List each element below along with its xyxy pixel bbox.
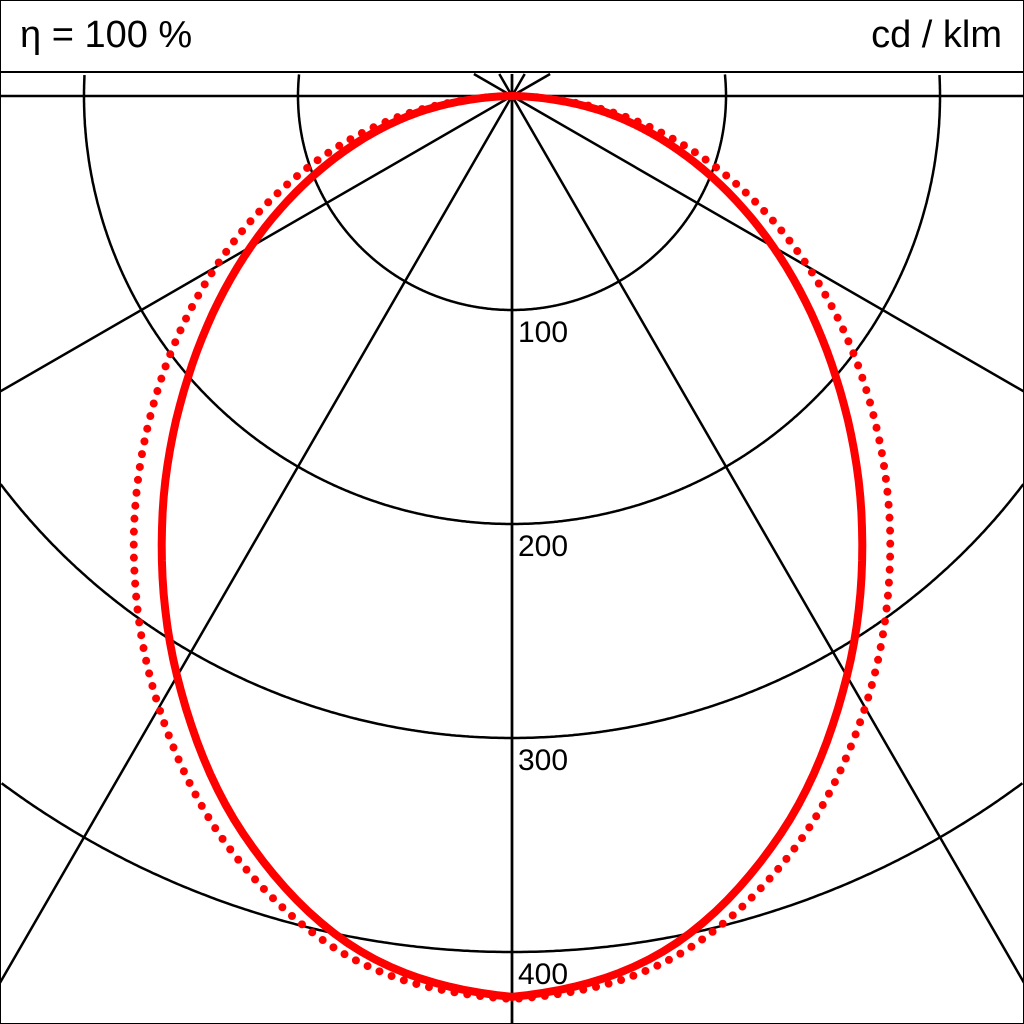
grid-circle-100 (296, 74, 512, 312)
grid-circle-100 (512, 74, 728, 312)
grid-circle-400 (512, 782, 1024, 954)
unit-label: cd / klm (871, 14, 1002, 56)
curves (129, 92, 895, 1004)
radial-tick-labels: 100 200 300 400 (518, 316, 568, 991)
grid-circle-200 (512, 75, 942, 526)
tick-label-100: 100 (518, 316, 568, 349)
grid-circle-200 (82, 75, 512, 526)
grid-circle-400 (0, 782, 512, 954)
tick-label-400: 400 (518, 958, 568, 991)
grid-circle-300 (512, 483, 1024, 740)
curve-solid (157, 92, 867, 1001)
efficiency-label: η = 100 % (20, 14, 193, 56)
grid-circle-300 (0, 483, 512, 740)
tick-label-200: 200 (518, 530, 568, 563)
tick-label-300: 300 (518, 744, 568, 777)
angle-line-30 (0, 95, 514, 984)
grid (0, 72, 1024, 1023)
header: η = 100 % cd / klm (0, 0, 1024, 73)
angle-line-30 (510, 95, 1024, 984)
